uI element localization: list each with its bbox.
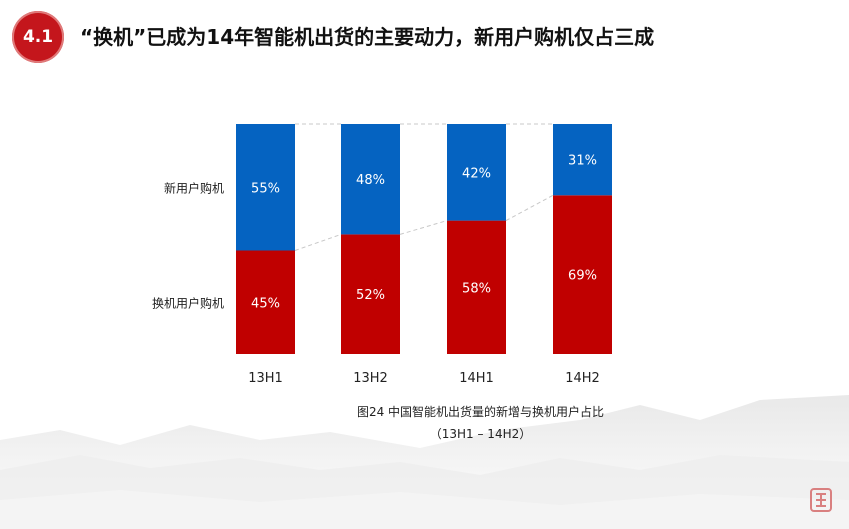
x-tick-label: 13H2 xyxy=(353,371,388,386)
chart-caption: 图24 中国智能机出货量的新增与换机用户占比 （13H1 – 14H2） xyxy=(0,401,849,445)
legend-label: 换机用户购机 xyxy=(152,295,224,310)
bar-segment-replacement xyxy=(553,195,612,354)
data-label: 42% xyxy=(462,166,491,181)
section-number: 4.1 xyxy=(22,27,54,47)
data-label: 52% xyxy=(356,288,385,303)
caption-line1: 图24 中国智能机出货量的新增与换机用户占比 xyxy=(356,405,605,419)
bar-segment-replacement xyxy=(341,234,400,354)
bar-segment-new-user xyxy=(341,124,400,235)
connector-line xyxy=(294,233,342,251)
bar-segment-new-user xyxy=(553,124,612,196)
x-tick-label: 14H1 xyxy=(459,371,494,386)
caption-line2: （13H1 – 14H2） xyxy=(429,427,532,441)
legend-label: 新用户购机 xyxy=(164,180,224,195)
bar-segment-replacement xyxy=(236,250,295,354)
data-label: 58% xyxy=(462,281,491,296)
bar-segment-replacement xyxy=(447,220,506,354)
bar-segment-new-user xyxy=(447,124,506,221)
section-badge: 4.1 xyxy=(12,11,64,63)
seal-icon xyxy=(810,488,832,512)
data-label: 45% xyxy=(251,296,280,311)
data-label: 69% xyxy=(568,269,597,284)
data-label: 55% xyxy=(251,181,280,196)
connector-line xyxy=(505,194,554,222)
bar-segment-new-user xyxy=(236,124,295,251)
x-tick-label: 14H2 xyxy=(565,371,600,386)
data-label: 48% xyxy=(356,173,385,188)
x-tick-label: 13H1 xyxy=(248,371,283,386)
data-label: 31% xyxy=(568,154,597,169)
page-title: “换机”已成为14年智能机出货的主要动力，新用户购机仅占三成 xyxy=(80,25,655,49)
connector-line xyxy=(399,220,448,235)
